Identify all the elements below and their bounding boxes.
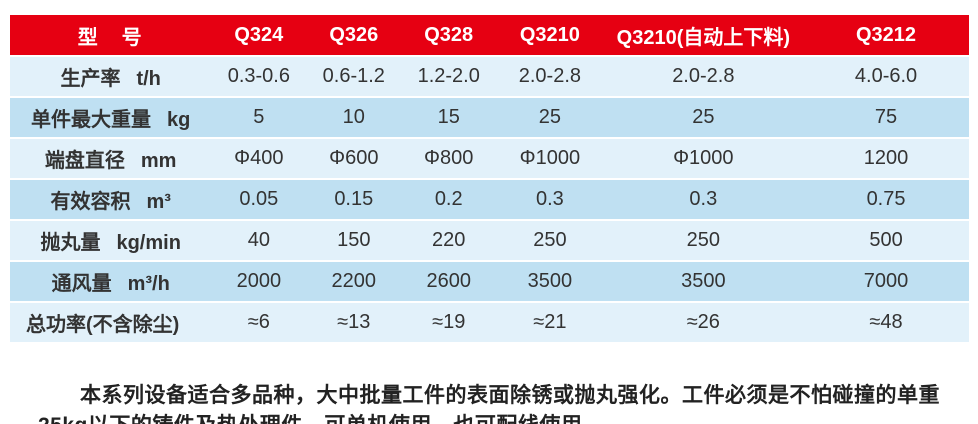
spec-value: 15 bbox=[401, 98, 497, 137]
spec-value: 2600 bbox=[401, 262, 497, 301]
spec-label: 单件最大重量 kg bbox=[10, 98, 212, 137]
table-header-row: 型 号 Q324 Q326 Q328 Q3210 Q3210(自动上下料) Q3… bbox=[10, 15, 969, 55]
spec-unit: t/h bbox=[136, 68, 161, 90]
spec-unit: kg/min bbox=[116, 232, 181, 254]
header-model-q3210: Q3210 bbox=[496, 15, 604, 55]
spec-name: 总功率(不含除尘) bbox=[26, 314, 180, 336]
table-row-disc-diameter: 端盘直径 mm Φ400 Φ600 Φ800 Φ1000 Φ1000 1200 bbox=[10, 139, 969, 178]
spec-name: 生产率 bbox=[60, 68, 121, 90]
spec-value: 0.6-1.2 bbox=[306, 57, 402, 96]
spec-name: 单件最大重量 bbox=[31, 109, 152, 131]
spec-value: ≈26 bbox=[603, 303, 804, 342]
spec-value: 250 bbox=[496, 221, 604, 260]
spec-value: 0.3 bbox=[603, 180, 804, 219]
spec-unit: kg bbox=[167, 109, 191, 131]
table-row-max-piece-weight: 单件最大重量 kg 5 10 15 25 25 75 bbox=[10, 98, 969, 137]
spec-value: 25 bbox=[603, 98, 804, 137]
spec-value: 40 bbox=[211, 221, 307, 260]
spec-value: 7000 bbox=[803, 262, 969, 301]
table-row-production-rate: 生产率 t/h 0.3-0.6 0.6-1.2 1.2-2.0 2.0-2.8 2… bbox=[10, 57, 969, 96]
spec-value: 0.3 bbox=[496, 180, 604, 219]
spec-value: 220 bbox=[401, 221, 497, 260]
spec-table-container: 型 号 Q324 Q326 Q328 Q3210 Q3210(自动上下料) Q3… bbox=[10, 13, 969, 344]
spec-value: 2000 bbox=[211, 262, 307, 301]
spec-value: 3500 bbox=[496, 262, 604, 301]
table-row-total-power: 总功率(不含除尘) ≈6 ≈13 ≈19 ≈21 ≈26 ≈48 bbox=[10, 303, 969, 342]
spec-table: 型 号 Q324 Q326 Q328 Q3210 Q3210(自动上下料) Q3… bbox=[10, 13, 969, 344]
spec-label: 端盘直径 mm bbox=[10, 139, 212, 178]
spec-value: ≈6 bbox=[211, 303, 307, 342]
spec-value: Φ800 bbox=[401, 139, 497, 178]
table-row-effective-volume: 有效容积 m³ 0.05 0.15 0.2 0.3 0.3 0.75 bbox=[10, 180, 969, 219]
spec-label: 有效容积 m³ bbox=[10, 180, 212, 219]
spec-value: ≈13 bbox=[306, 303, 402, 342]
spec-name: 通风量 bbox=[51, 273, 112, 295]
header-model-q3212: Q3212 bbox=[803, 15, 969, 55]
spec-label: 总功率(不含除尘) bbox=[10, 303, 212, 342]
header-model-q326: Q326 bbox=[306, 15, 402, 55]
spec-value: 5 bbox=[211, 98, 307, 137]
header-model-label: 型 号 bbox=[10, 15, 212, 55]
spec-value: 0.75 bbox=[803, 180, 969, 219]
spec-value: 1.2-2.0 bbox=[401, 57, 497, 96]
spec-value: 1200 bbox=[803, 139, 969, 178]
spec-value: 0.05 bbox=[211, 180, 307, 219]
spec-value: ≈48 bbox=[803, 303, 969, 342]
spec-value: 2200 bbox=[306, 262, 402, 301]
spec-value: Φ400 bbox=[211, 139, 307, 178]
spec-value: 75 bbox=[803, 98, 969, 137]
spec-value: Φ600 bbox=[306, 139, 402, 178]
header-model-q3210-auto: Q3210(自动上下料) bbox=[603, 15, 804, 55]
spec-label: 抛丸量 kg/min bbox=[10, 221, 212, 260]
spec-value: 0.15 bbox=[306, 180, 402, 219]
spec-value: 2.0-2.8 bbox=[496, 57, 604, 96]
spec-label: 通风量 m³/h bbox=[10, 262, 212, 301]
spec-value: 500 bbox=[803, 221, 969, 260]
spec-value: 10 bbox=[306, 98, 402, 137]
spec-value: ≈19 bbox=[401, 303, 497, 342]
spec-name: 抛丸量 bbox=[40, 232, 101, 254]
spec-value: Φ1000 bbox=[603, 139, 804, 178]
spec-label: 生产率 t/h bbox=[10, 57, 212, 96]
spec-value: 150 bbox=[306, 221, 402, 260]
spec-value: 250 bbox=[603, 221, 804, 260]
spec-unit: mm bbox=[140, 150, 177, 172]
product-description: 本系列设备适合多品种，大中批量工件的表面除锈或抛丸强化。工件必须是不怕碰撞的单重… bbox=[38, 384, 940, 424]
spec-value: ≈21 bbox=[496, 303, 604, 342]
spec-value: 0.2 bbox=[401, 180, 497, 219]
spec-value: 25 bbox=[496, 98, 604, 137]
header-model-q328: Q328 bbox=[401, 15, 497, 55]
table-row-ventilation: 通风量 m³/h 2000 2200 2600 3500 3500 7000 bbox=[10, 262, 969, 301]
spec-value: Φ1000 bbox=[496, 139, 604, 178]
spec-value: 3500 bbox=[603, 262, 804, 301]
spec-name: 端盘直径 bbox=[44, 150, 125, 172]
table-row-shot-flow-rate: 抛丸量 kg/min 40 150 220 250 250 500 bbox=[10, 221, 969, 260]
spec-unit: m³/h bbox=[127, 273, 170, 295]
spec-value: 4.0-6.0 bbox=[803, 57, 969, 96]
spec-value: 2.0-2.8 bbox=[603, 57, 804, 96]
spec-value: 0.3-0.6 bbox=[211, 57, 307, 96]
header-model-q324: Q324 bbox=[211, 15, 307, 55]
spec-unit: m³ bbox=[146, 191, 171, 213]
spec-name: 有效容积 bbox=[50, 191, 131, 213]
